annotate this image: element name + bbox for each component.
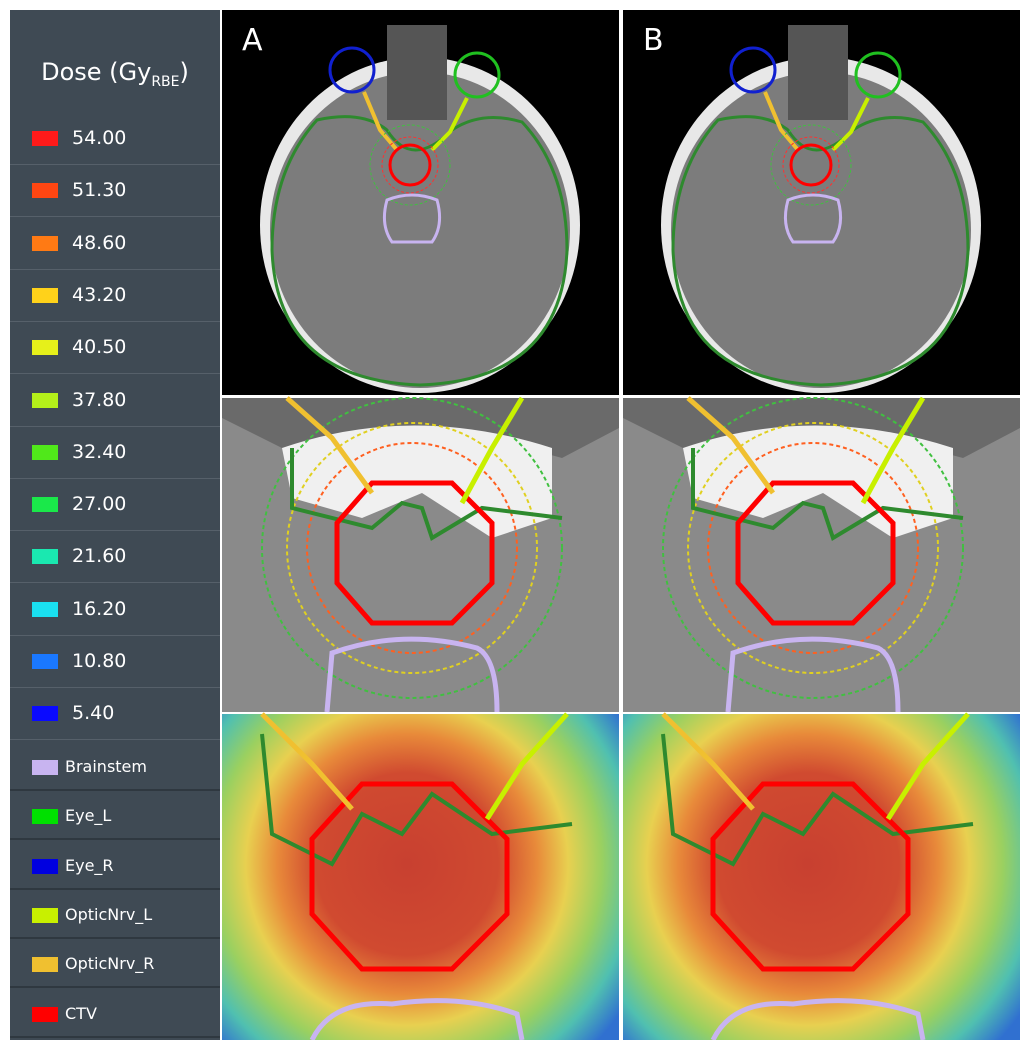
dose-label: 40.50: [72, 336, 127, 359]
ct-slice: [621, 10, 1020, 397]
structure-row: Eye_L: [10, 791, 220, 841]
dose-swatch: [32, 340, 58, 356]
structure-label: CTV: [65, 1003, 97, 1023]
dose-swatch: [32, 392, 58, 408]
dose-row: 43.20: [10, 270, 220, 322]
dose-label: 43.20: [72, 283, 127, 306]
structure-swatch: [32, 760, 58, 775]
dose-swatch: [32, 497, 58, 513]
dose-label: 5.40: [72, 702, 115, 725]
panel-label: A: [242, 23, 263, 58]
structure-swatch: [32, 957, 58, 973]
zoom-contours: [623, 398, 1020, 712]
dose-label: 48.60: [72, 231, 127, 254]
structure-label: Eye_R: [65, 855, 114, 875]
legend: Dose (GyRBE) 54.00 51.30 48.60 43.20 40.50 37…: [10, 10, 220, 1040]
dose-swatch: [32, 131, 58, 146]
dose-row: 51.30: [10, 165, 220, 218]
title-close: ): [179, 58, 189, 86]
dose-swatch: [32, 444, 58, 460]
dose-swatch: [32, 706, 58, 722]
title-subscript: RBE: [151, 73, 180, 90]
dose-row: 21.60: [10, 531, 220, 584]
dose-row: 16.20: [10, 584, 220, 636]
dose-swatch: [32, 549, 58, 565]
dose-row: 54.00: [10, 113, 220, 165]
dose-label: 16.20: [72, 597, 127, 620]
structure-swatch: [32, 907, 58, 923]
dose-label: 37.80: [72, 388, 127, 411]
dose-row: 32.40: [10, 427, 220, 479]
dose-label: 27.00: [72, 493, 127, 516]
zoom-contours: [222, 398, 619, 712]
title-text: Dose (Gy: [41, 58, 152, 86]
dose-swatch: [32, 183, 58, 199]
dose-swatch: [32, 235, 58, 251]
dose-label: 21.60: [72, 545, 127, 568]
dose-row: 37.80: [10, 375, 220, 427]
dose-wash: [222, 714, 619, 1040]
structure-label: OpticNrv_L: [65, 904, 153, 924]
structure-row: CTV: [10, 989, 220, 1038]
panel-label: B: [643, 23, 664, 58]
dose-row: 48.60: [10, 218, 220, 270]
dose-wash: [623, 714, 1020, 1040]
structure-label: Brainstem: [65, 757, 147, 776]
dose-row: 27.00: [10, 479, 220, 532]
structure-label: OpticNrv_R: [65, 954, 155, 974]
dose-swatch: [32, 654, 58, 669]
structure-swatch: [32, 809, 58, 825]
structure-row: Eye_R: [10, 841, 220, 890]
dose-row: 10.80: [10, 636, 220, 688]
structure-row: Brainstem: [10, 742, 220, 791]
structure-row: OpticNrv_R: [10, 939, 220, 989]
ct-slice: [222, 10, 621, 397]
structure-swatch: [32, 1006, 58, 1022]
dose-label: 54.00: [72, 127, 127, 149]
dose-swatch: [32, 601, 58, 617]
dose-row: 5.40: [10, 688, 220, 741]
dose-label: 10.80: [72, 650, 127, 672]
dose-label: 32.40: [72, 440, 127, 463]
legend-title: Dose (GyRBE): [10, 58, 220, 90]
structure-label: Eye_L: [65, 806, 112, 826]
dose-label: 51.30: [72, 179, 127, 202]
dose-swatch: [32, 287, 58, 303]
structure-row: OpticNrv_L: [10, 890, 220, 939]
structure-swatch: [32, 858, 58, 874]
dose-row: 40.50: [10, 322, 220, 375]
